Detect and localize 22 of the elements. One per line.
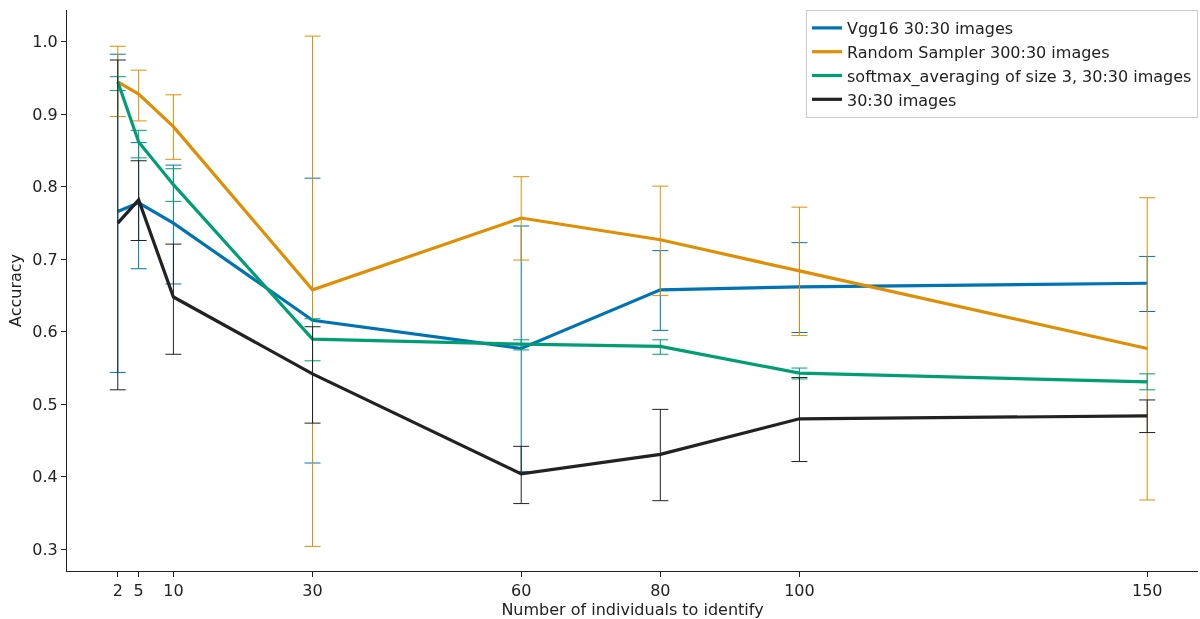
x-axis-title: Number of individuals to identify (501, 600, 764, 619)
x-tick-label: 30 (302, 581, 323, 601)
x-tick-label: 80 (650, 581, 671, 601)
y-tick-label: 0.8 (32, 177, 58, 197)
legend-label: Random Sampler 300:30 images (847, 42, 1110, 62)
x-tick-label: 60 (511, 581, 532, 601)
legend-label: softmax_averaging of size 3, 30:30 images (847, 66, 1192, 87)
y-tick-label: 1.0 (32, 32, 58, 52)
y-tick-label: 0.6 (32, 322, 58, 342)
x-tick-label: 100 (784, 581, 815, 601)
legend-label: 30:30 images (847, 90, 957, 110)
y-tick-label: 0.5 (32, 394, 58, 414)
x-tick-label: 150 (1131, 581, 1163, 601)
y-tick-label: 0.3 (32, 539, 58, 559)
y-tick-label: 0.4 (32, 467, 58, 487)
x-tick-label: 2 (112, 581, 123, 601)
x-tick-label: 5 (133, 581, 144, 601)
y-axis-title: Accuracy (6, 253, 26, 328)
y-tick-label: 0.9 (32, 104, 58, 124)
x-tick-label: 10 (163, 581, 184, 601)
legend-label: Vgg16 30:30 images (847, 19, 1014, 39)
y-tick-label: 0.7 (32, 249, 58, 269)
